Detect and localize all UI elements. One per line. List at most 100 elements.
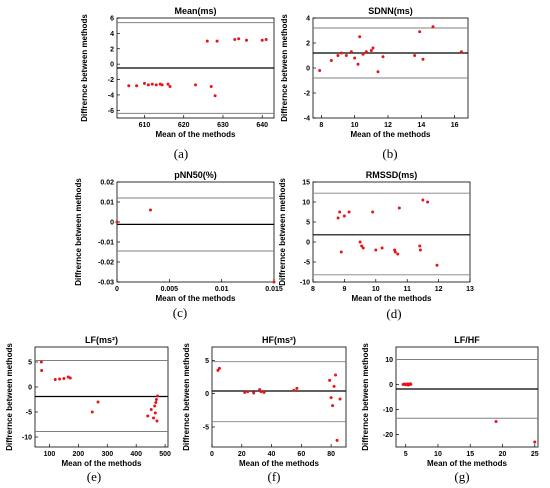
y-tick-label: 0: [110, 62, 114, 69]
data-point: [90, 410, 94, 414]
y-axis-label: Diffrernce between methods: [74, 178, 83, 286]
data-point: [331, 404, 335, 408]
data-point: [154, 83, 158, 87]
plot-frame: [211, 346, 347, 448]
x-tick-label: 0.01: [215, 286, 229, 293]
data-point: [155, 419, 159, 423]
data-point: [329, 59, 333, 62]
x-tick-label: 0: [115, 286, 119, 293]
x-axis-label: Mean of the methods: [155, 130, 236, 139]
data-point: [413, 54, 417, 57]
data-point: [380, 246, 384, 250]
y-tick-label: 0: [205, 391, 209, 398]
x-tick-label: 0.015: [265, 286, 283, 293]
y-tick-label: -5: [304, 260, 310, 267]
data-point: [435, 263, 439, 267]
x-tick-label: 630: [217, 122, 229, 129]
panel-caption: (c): [173, 305, 187, 320]
y-tick-label: -20: [383, 432, 393, 439]
x-tick-label: 10: [351, 122, 359, 129]
y-axis-label: Diffrernce between methods: [278, 178, 287, 286]
data-point: [381, 55, 385, 59]
panel-f: 0 20 40 60 80 -5 0 5 HF(ms²) Mean of the methods D…: [182, 335, 347, 484]
x-tick-label: 15: [466, 451, 474, 458]
chart-title: HF(ms²): [262, 335, 296, 345]
x-tick-label: 60: [297, 451, 305, 458]
data-point: [494, 420, 498, 423]
data-point: [68, 376, 72, 380]
data-point: [246, 390, 250, 394]
data-point: [245, 38, 249, 42]
x-tick-label: 25: [531, 451, 539, 458]
y-tick-label: -10: [300, 280, 310, 287]
x-tick-label: 500: [159, 451, 171, 458]
data-point: [262, 390, 266, 394]
data-point: [58, 377, 62, 381]
y-tick-label: -4: [304, 116, 310, 123]
x-axis-label: Mean of the methods: [350, 130, 431, 139]
y-tick-label: -0.01: [98, 240, 114, 247]
panel-caption: (g): [454, 469, 469, 484]
data-point: [393, 250, 397, 254]
data-point: [154, 398, 158, 401]
x-tick-label: 5: [404, 451, 408, 458]
panel-c: 0 0.005 0.01 0.015 -0.03 -0.02 -0.01 0 0.01 0.02 p…: [74, 170, 283, 320]
data-point: [260, 38, 264, 42]
panel-caption: (b): [382, 146, 397, 161]
data-point: [292, 388, 296, 392]
x-tick-label: 20: [499, 451, 507, 458]
x-tick-label: 80: [327, 451, 335, 458]
data-point: [397, 206, 401, 210]
data-point: [371, 210, 375, 214]
data-point: [39, 360, 43, 364]
x-tick-label: 13: [466, 286, 474, 293]
data-point: [156, 394, 160, 398]
data-point: [334, 373, 338, 377]
data-point: [272, 280, 276, 284]
x-tick-label: 8: [311, 286, 315, 293]
x-tick-label: 400: [130, 451, 142, 458]
data-point: [153, 411, 157, 415]
data-point: [369, 49, 373, 52]
x-tick-label: 620: [178, 122, 190, 129]
data-point: [421, 57, 425, 61]
data-point: [243, 390, 247, 394]
data-point: [62, 377, 66, 380]
data-point: [213, 94, 217, 98]
data-point: [237, 37, 241, 41]
data-point: [215, 39, 219, 43]
panel-d: 8 9 10 11 12 13 -10 -5 0 5 10 15 RMSSD(ms) Mean of th…: [278, 170, 474, 321]
y-tick-label: 0: [389, 382, 393, 389]
data-point: [252, 391, 256, 395]
y-tick-label: -0.02: [98, 260, 114, 267]
data-point: [533, 440, 537, 444]
data-point: [142, 81, 146, 85]
data-point: [328, 378, 332, 382]
data-point: [135, 84, 139, 88]
y-tick-label: 6: [110, 16, 114, 23]
data-point: [336, 54, 340, 57]
plot-frame: [312, 181, 471, 283]
panel-g: 5 10 15 20 25 -20 -10 0 10 LF/HF Mean of the metho…: [361, 335, 539, 484]
chart-title: Mean(ms): [174, 6, 216, 16]
x-tick-label: 640: [256, 122, 268, 129]
y-tick-label: 5: [28, 360, 32, 367]
data-point: [426, 200, 430, 204]
x-tick-label: 610: [139, 122, 151, 129]
data-point: [361, 52, 365, 56]
chart-title: LF(ms²): [85, 335, 118, 345]
plot-frame: [312, 17, 469, 119]
data-point: [336, 216, 340, 220]
data-point: [153, 404, 157, 408]
data-point: [396, 252, 400, 256]
x-tick-label: 100: [44, 451, 56, 458]
data-point: [418, 244, 422, 248]
data-point: [374, 248, 378, 252]
y-axis-label: Diffrernce between methods: [182, 343, 191, 451]
data-point: [339, 250, 343, 254]
y-tick-label: 0.01: [100, 200, 114, 207]
data-point: [409, 382, 413, 386]
data-point: [146, 83, 150, 87]
data-point: [358, 240, 362, 244]
y-tick-label: 4: [110, 31, 114, 38]
